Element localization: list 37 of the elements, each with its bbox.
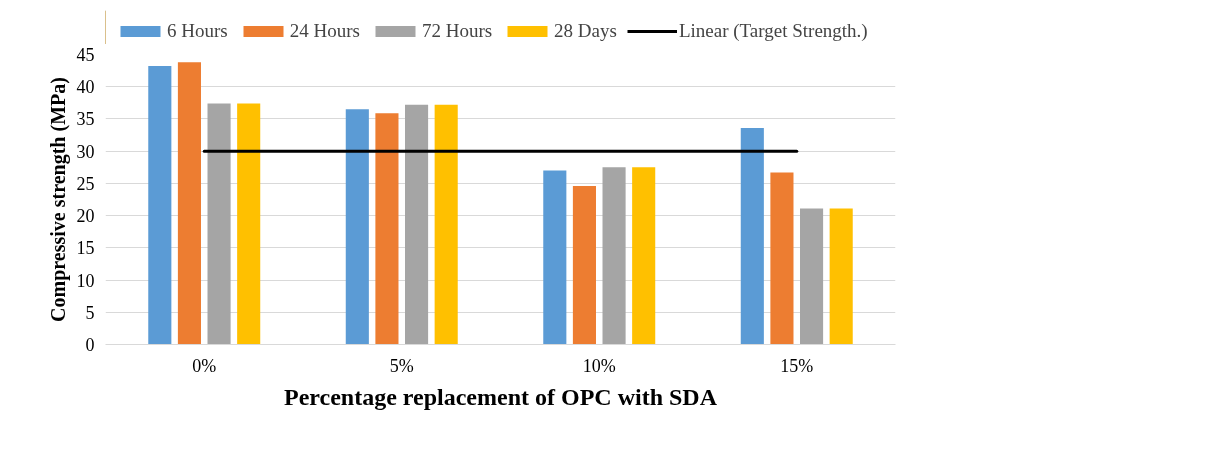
y-tick-label: 40 bbox=[76, 77, 95, 98]
y-tick-label: 25 bbox=[76, 173, 95, 194]
y-tick-label: 5 bbox=[85, 302, 95, 323]
bar bbox=[632, 167, 656, 345]
bar bbox=[405, 104, 429, 345]
legend-label: 24 Hours bbox=[289, 20, 360, 42]
y-axis-title: Compressive strength (MPa) bbox=[46, 77, 70, 322]
bar bbox=[207, 103, 231, 345]
bar bbox=[543, 170, 567, 345]
y-tick-label: 45 bbox=[76, 45, 95, 65]
legend-label: 72 Hours bbox=[421, 20, 493, 42]
x-tick-label: 5% bbox=[389, 355, 414, 376]
x-axis-title: Percentage replacement of OPC with SDA bbox=[284, 383, 718, 410]
bar bbox=[434, 104, 458, 345]
x-tick-label: 10% bbox=[582, 355, 616, 376]
bar bbox=[375, 113, 399, 345]
bar bbox=[345, 109, 369, 345]
y-tick-label: 30 bbox=[76, 141, 95, 162]
bar bbox=[237, 103, 261, 345]
bar bbox=[800, 208, 824, 345]
x-tick-label: 15% bbox=[780, 355, 814, 376]
y-tick-label: 15 bbox=[76, 238, 95, 259]
bar bbox=[148, 66, 172, 345]
y-tick-label: 0 bbox=[85, 335, 95, 355]
bar bbox=[770, 172, 794, 345]
y-tick-label: 35 bbox=[76, 109, 95, 130]
x-tick-label: 0% bbox=[192, 355, 217, 376]
bar bbox=[177, 62, 201, 345]
y-tick-label: 20 bbox=[76, 206, 95, 227]
bar bbox=[740, 127, 764, 345]
bar bbox=[602, 167, 626, 345]
bar bbox=[572, 185, 596, 345]
y-tick-label: 10 bbox=[76, 270, 95, 291]
legend-label: 6 Hours bbox=[167, 20, 228, 42]
legend-label: 28 Days bbox=[554, 20, 617, 42]
legend-label: Linear (Target Strength.) bbox=[678, 20, 868, 42]
bar bbox=[829, 208, 853, 345]
